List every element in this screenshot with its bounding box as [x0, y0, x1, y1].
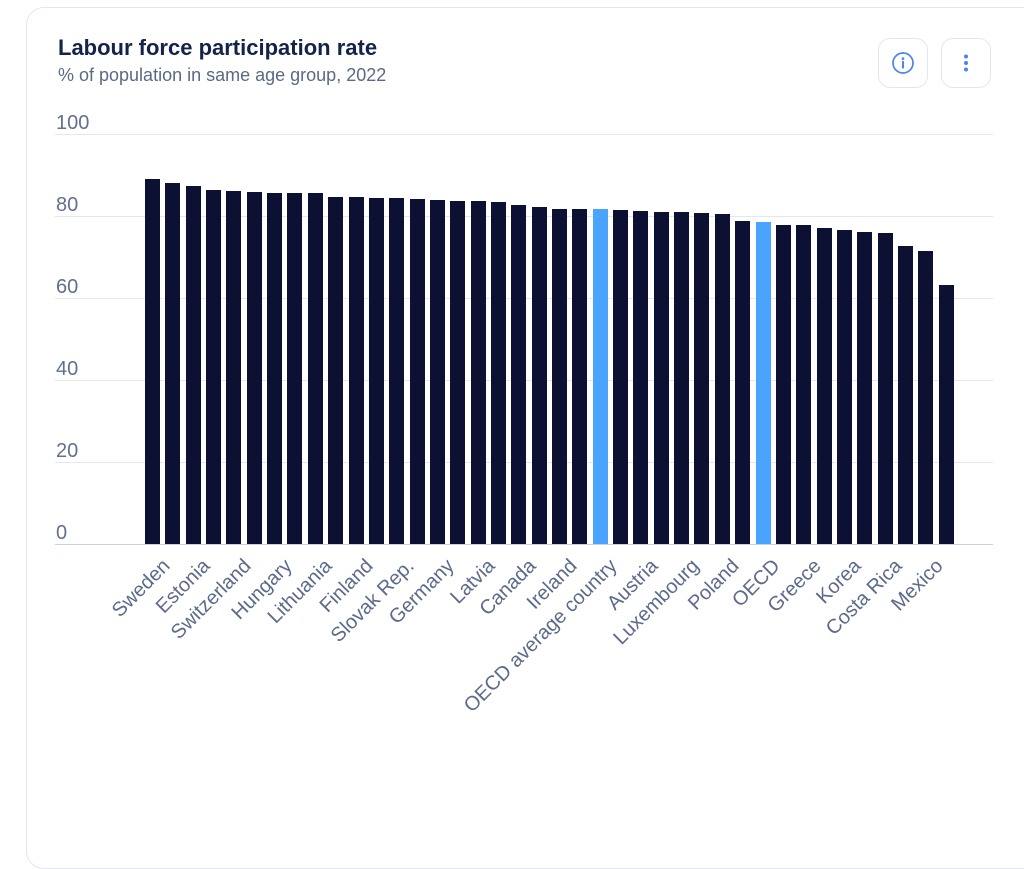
bar[interactable]: [694, 213, 710, 544]
bar[interactable]: [267, 192, 283, 544]
menu-button[interactable]: [941, 38, 991, 88]
bar[interactable]: [531, 207, 547, 544]
chart-subtitle: % of population in same age group, 2022: [58, 65, 387, 85]
info-circle-icon: [892, 52, 914, 74]
bar[interactable]: [511, 204, 527, 544]
bar[interactable]: [470, 201, 486, 544]
bar[interactable]: [572, 209, 588, 544]
bar[interactable]: [145, 178, 160, 544]
bar[interactable]: [633, 210, 649, 544]
bar[interactable]: [409, 198, 425, 544]
bar[interactable]: [185, 186, 201, 544]
bar[interactable]: [389, 198, 405, 544]
bar[interactable]: [796, 225, 812, 544]
y-tick-label: 0: [56, 522, 68, 544]
bar[interactable]: [429, 200, 445, 544]
bar[interactable]: [165, 182, 181, 544]
bar-highlighted[interactable]: [755, 221, 771, 544]
bar[interactable]: [368, 197, 384, 544]
bar[interactable]: [653, 211, 669, 544]
bar-chart-plot: 0 20 40 60 80 100 Sweden Estonia Switzerland Hung…: [55, 112, 993, 717]
bar[interactable]: [735, 220, 751, 544]
bar[interactable]: [206, 190, 222, 544]
info-button[interactable]: [878, 38, 928, 88]
bar-highlighted[interactable]: [592, 209, 608, 544]
y-tick-label: 20: [56, 440, 79, 462]
bar[interactable]: [307, 193, 323, 544]
gridline: [55, 134, 993, 135]
bar[interactable]: [938, 285, 954, 544]
bar[interactable]: [816, 228, 832, 544]
bar[interactable]: [674, 212, 690, 544]
bar[interactable]: [552, 208, 567, 544]
bar[interactable]: [450, 200, 466, 544]
y-tick-label: 80: [56, 194, 79, 216]
bar[interactable]: [226, 191, 242, 544]
y-tick-label: 60: [56, 276, 79, 298]
kebab-vertical-icon: [964, 54, 968, 72]
bar[interactable]: [348, 197, 364, 544]
bar[interactable]: [877, 232, 893, 544]
bar[interactable]: [287, 192, 303, 544]
x-axis-line: [55, 544, 993, 545]
bar[interactable]: [775, 224, 791, 544]
bar[interactable]: [714, 213, 730, 544]
bar[interactable]: [613, 209, 629, 544]
bar[interactable]: [490, 202, 506, 544]
bar[interactable]: [836, 230, 852, 544]
bar[interactable]: [918, 251, 934, 544]
y-tick-label: 100: [56, 112, 90, 134]
y-tick-label: 40: [56, 358, 79, 380]
bar[interactable]: [897, 246, 913, 544]
chart-title: Labour force participation rate: [58, 35, 378, 60]
bar[interactable]: [857, 231, 873, 544]
bar[interactable]: [328, 196, 344, 544]
bar[interactable]: [246, 192, 262, 544]
